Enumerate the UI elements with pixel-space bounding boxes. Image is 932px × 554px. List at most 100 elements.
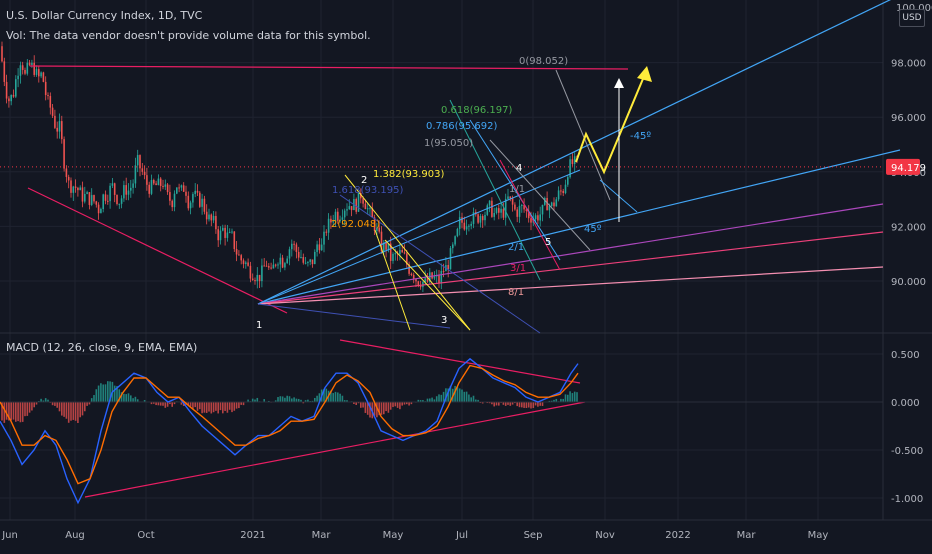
candle-body [116,194,118,204]
candle-body [192,194,194,203]
candle-body [109,185,111,202]
macd-hist-bar [116,386,118,402]
macd-hist-bar [97,385,100,402]
candle-body [461,217,463,223]
candle-body [164,184,167,187]
white-arrow-head [614,78,624,88]
macd-hist-bar [256,397,259,402]
macd-hist-bar [100,383,102,402]
resistance-line [29,65,629,70]
candle-body [394,253,397,255]
candle-body [440,270,443,284]
macd-hist-bar [291,398,293,402]
fib-level-label: 0(98.052) [519,56,568,67]
macd-hist-bar [1,402,3,421]
candle-body [498,208,500,213]
candle-body [1,46,3,62]
macd-hist-bar [157,402,160,406]
candle-body [118,203,121,205]
macd-hist-bar [385,402,387,412]
macd-hist-bar [454,385,456,402]
macd-indicator-label[interactable]: MACD (12, 26, close, 9, EMA, EMA) [6,341,198,354]
candle-body [240,255,242,261]
time-tick-label: May [808,530,829,541]
macd-hist-bar [288,396,291,402]
yellow-zigzag-arrow [575,73,646,175]
candle-body [219,230,222,241]
candle-body [263,265,265,267]
candle-body [484,214,486,221]
candle-body [362,198,364,204]
candle-body [412,274,415,280]
candle-body [355,199,357,212]
macd-hist-bar [56,402,58,408]
candle-body [346,209,348,211]
macd-hist-bar [164,402,167,408]
fib-level-label: 1.618(93.195) [332,185,404,196]
candle-body [564,184,567,194]
macd-hist-bar [12,402,15,420]
macd-hist-bar [511,402,514,405]
macd-hist-bar [180,402,183,405]
gann-ratio-label: 8/1 [508,287,524,298]
candle-body [65,168,68,177]
macd-hist-bar [571,393,574,402]
candle-body [180,185,183,188]
candle-body [3,61,6,82]
candle-body [215,215,217,230]
macd-hist-bar [498,402,500,406]
macd-hist-bar [226,402,229,413]
macd-hist-bar [362,402,364,408]
macd-hist-bar [562,398,564,402]
price-tick-label-top: 100.000 [896,3,932,14]
macd-hist-bar [564,394,567,402]
macd-hist-bar [470,397,472,402]
candle-body [182,185,185,192]
candle-body [327,218,330,233]
candle-body [410,273,413,275]
candle-body [300,257,302,259]
candle-body [134,165,137,184]
macd-hist-bar [456,386,459,402]
macd-hist-bar [61,402,63,416]
candle-body [212,215,215,221]
candle-body [196,190,199,193]
gann-ratio-label: 2/1 [508,242,524,253]
candle-body [19,65,22,76]
macd-hist-bar [81,402,84,416]
macd-hist-bar [95,389,98,402]
candle-body [472,212,475,224]
macd-hist-bar [431,397,433,402]
currency-badge[interactable]: USD [899,9,925,27]
candle-body [314,251,316,265]
fan-line-5 [257,266,884,305]
candle-body [323,231,325,245]
macd-hist-bar [222,402,224,414]
candle-body [537,215,539,221]
macd-hist-bar [26,402,29,416]
candle-body [525,209,528,211]
macd-hist-bar [77,402,79,424]
time-tick-label: Nov [595,530,615,541]
candle-body [171,200,173,208]
candle-body [38,69,40,77]
candle-body [49,96,52,108]
candle-body [562,190,564,194]
macd-hist-bar [491,402,493,405]
candle-body [339,219,341,221]
candle-body [293,243,295,245]
candle-body [458,217,461,229]
macd-hist-bar [104,384,107,402]
symbol-title[interactable]: U.S. Dollar Currency Index, 1D, TVC [6,9,203,22]
macd-hist-bar [380,402,383,415]
candle-body [406,253,408,265]
candle-body [447,265,449,270]
candle-body [456,228,459,237]
candle-body [176,187,178,194]
candle-body [123,185,125,199]
macd-hist-bar [67,402,70,423]
macd-hist-bar [79,402,81,418]
macd-hist-bar [33,402,35,408]
